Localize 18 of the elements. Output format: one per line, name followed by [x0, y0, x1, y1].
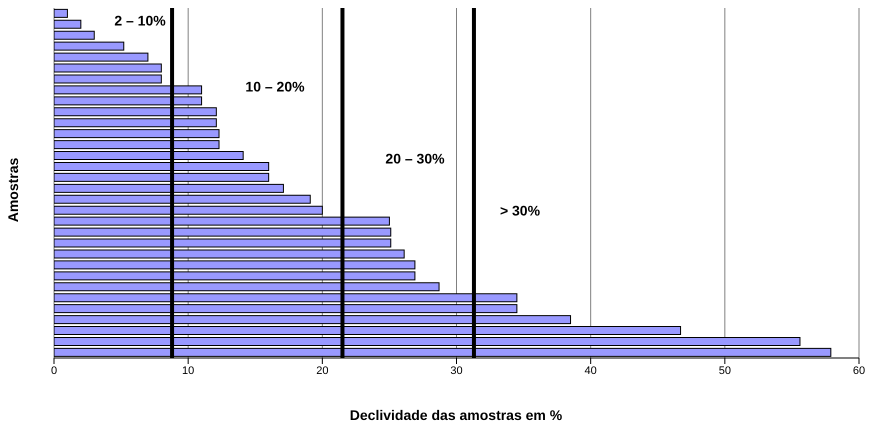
bar [54, 8, 68, 18]
x-tick-label: 10 [182, 364, 194, 377]
annotation: 2 – 10% [114, 12, 166, 29]
x-tick-label: 40 [584, 364, 597, 377]
x-tick-label: 50 [718, 364, 731, 377]
x-tick-label: 60 [852, 364, 866, 377]
x-tick-label: 0 [50, 364, 58, 377]
annotation: > 30% [500, 202, 541, 219]
x-tick-label: 20 [316, 364, 328, 377]
x-axis-title: Declividade das amostras em % [350, 407, 563, 423]
bar [54, 74, 162, 84]
annotation: 20 – 30% [385, 150, 446, 167]
y-axis-title: Amostras [5, 158, 21, 222]
bar [54, 42, 124, 51]
bar [54, 64, 162, 72]
annotation: 10 – 20% [245, 78, 306, 95]
x-tick-label: 30 [450, 364, 463, 377]
bar [54, 52, 148, 62]
